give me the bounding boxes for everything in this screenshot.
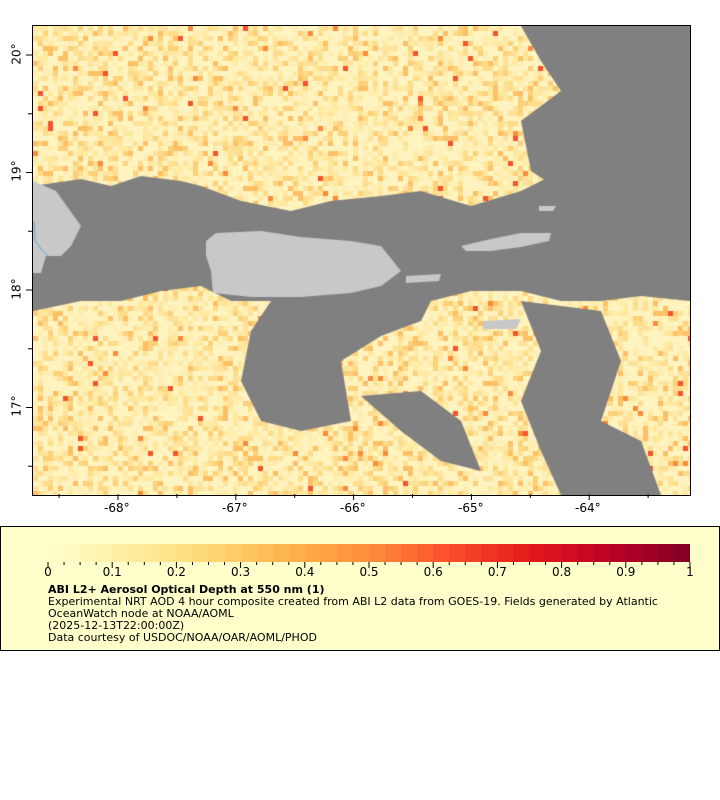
legend-time: (2025-12-13T22:00:00Z) xyxy=(48,619,185,632)
legend-description-1: Experimental NRT AOD 4 hour composite cr… xyxy=(48,595,658,608)
colorbar-tick-label: 0.7 xyxy=(487,565,507,579)
colorbar-segment xyxy=(304,544,321,562)
colorbar-segment xyxy=(240,544,257,562)
colorbar-segment xyxy=(64,544,81,562)
colorbar-segment xyxy=(481,544,498,562)
colorbar-segment xyxy=(529,544,546,562)
colorbar-segment xyxy=(272,544,289,562)
colorbar-segment xyxy=(160,544,177,562)
colorbar-tick-label: 0.3 xyxy=(231,565,251,579)
colorbar-tick-label: 0.8 xyxy=(552,565,572,579)
colorbar-segment xyxy=(192,544,209,562)
colorbar-segment xyxy=(368,544,385,562)
colorbar-segment xyxy=(384,544,402,562)
colorbar xyxy=(48,544,690,562)
colorbar-segment xyxy=(465,544,482,562)
aod-raster xyxy=(33,26,690,495)
colorbar-segment xyxy=(545,544,562,562)
colorbar-segment xyxy=(96,544,113,562)
colorbar-tick-label: 1 xyxy=(686,565,694,579)
colorbar-segment xyxy=(577,544,594,562)
colorbar-segment xyxy=(128,544,145,562)
colorbar-ticks xyxy=(47,562,691,568)
colorbar-segment xyxy=(208,544,225,562)
colorbar-tick-label: 0.6 xyxy=(423,565,443,579)
colorbar-segment xyxy=(433,544,450,562)
colorbar-segment xyxy=(288,544,305,562)
colorbar-segment xyxy=(497,544,514,562)
colorbar-segment xyxy=(176,544,193,562)
colorbar-segment xyxy=(320,544,337,562)
colorbar-segment xyxy=(561,544,578,562)
colorbar-segment xyxy=(401,544,418,562)
colorbar-tick-label: 0.1 xyxy=(102,565,122,579)
colorbar-tick-label: 0.2 xyxy=(166,565,186,579)
colorbar-segment xyxy=(417,544,434,562)
colorbar-segment xyxy=(513,544,530,562)
lon-tick-label: -67° xyxy=(222,501,248,515)
colorbar-segment xyxy=(352,544,369,562)
colorbar-segment xyxy=(449,544,466,562)
legend-panel: 0 0.1 0.2 0.3 0.4 0.5 0.6 0.7 0.8 0.9 1 ABI L2+ Ae… xyxy=(0,526,720,651)
colorbar-segment xyxy=(144,544,161,562)
colorbar-segment xyxy=(641,544,658,562)
colorbar-segment xyxy=(256,544,273,562)
colorbar-segment xyxy=(48,544,65,562)
colorbar-segment xyxy=(657,544,674,562)
colorbar-segment xyxy=(224,544,241,562)
legend-credit: Data courtesy of USDOC/NOAA/OAR/AOML/PHO… xyxy=(48,631,317,644)
colorbar-segment xyxy=(625,544,642,562)
legend-description-2: OceanWatch node at NOAA/AOML xyxy=(48,607,234,620)
colorbar-segment xyxy=(336,544,353,562)
lon-tick-label: -64° xyxy=(575,501,601,515)
lon-tick-label: -66° xyxy=(340,501,366,515)
axis-ticks xyxy=(26,54,649,500)
colorbar-tick-label: 0.4 xyxy=(295,565,315,579)
lon-tick-label: -68° xyxy=(104,501,130,515)
colorbar-tick-label: 0 xyxy=(44,565,52,579)
aod-map[interactable] xyxy=(32,25,691,496)
colorbar-segment xyxy=(112,544,129,562)
colorbar-tick-label: 0.5 xyxy=(359,565,379,579)
colorbar-segment xyxy=(80,544,97,562)
colorbar-tick-label: 0.9 xyxy=(616,565,636,579)
legend-title: ABI L2+ Aerosol Optical Depth at 550 nm … xyxy=(48,583,325,596)
colorbar-segment xyxy=(593,544,610,562)
colorbar-segment xyxy=(609,544,626,562)
lon-tick-label: -65° xyxy=(458,501,484,515)
colorbar-segment xyxy=(673,544,690,562)
